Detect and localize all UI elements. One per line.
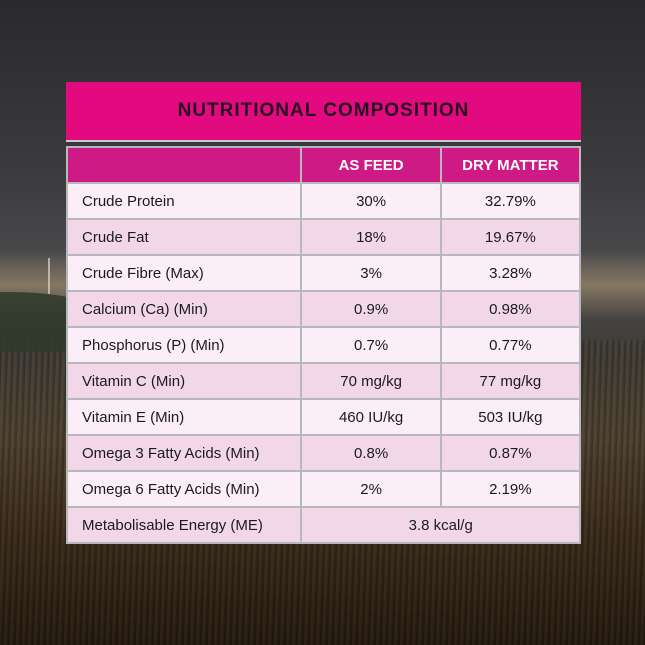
dry-matter-value: 2.19% <box>439 470 582 508</box>
energy-label: Metabolisable Energy (ME) <box>65 506 303 544</box>
nutrition-table: AS FEED DRY MATTER Crude Protein 30% 32.… <box>65 146 582 544</box>
nutrient-label: Omega 3 Fatty Acids (Min) <box>65 434 303 472</box>
nutrient-label: Vitamin E (Min) <box>65 398 303 436</box>
header-as-feed: AS FEED <box>300 146 442 184</box>
as-feed-value: 0.9% <box>300 290 442 328</box>
energy-value: 3.8 kcal/g <box>300 506 581 544</box>
nutrient-label: Vitamin C (Min) <box>65 362 303 400</box>
nutrient-label: Calcium (Ca) (Min) <box>65 290 303 328</box>
dry-matter-value: 32.79% <box>439 182 582 220</box>
table-row: Calcium (Ca) (Min) 0.9% 0.98% <box>65 290 582 328</box>
dry-matter-value: 0.87% <box>439 434 582 472</box>
energy-row: Metabolisable Energy (ME) 3.8 kcal/g <box>65 506 581 544</box>
table-row: Crude Protein 30% 32.79% <box>65 182 582 220</box>
table-row: Vitamin C (Min) 70 mg/kg 77 mg/kg <box>65 362 582 400</box>
wind-turbine <box>48 258 50 294</box>
as-feed-value: 3% <box>300 254 442 292</box>
dry-matter-value: 0.98% <box>439 290 582 328</box>
header-nutrient <box>65 146 303 184</box>
dry-matter-value: 19.67% <box>439 218 582 256</box>
title-bar: NUTRITIONAL COMPOSITION <box>66 82 581 142</box>
nutrient-label: Crude Protein <box>65 182 303 220</box>
table-row: Phosphorus (P) (Min) 0.7% 0.77% <box>65 326 582 364</box>
as-feed-value: 70 mg/kg <box>300 362 442 400</box>
as-feed-value: 0.8% <box>300 434 442 472</box>
nutrient-label: Phosphorus (P) (Min) <box>65 326 303 364</box>
as-feed-value: 30% <box>300 182 442 220</box>
table-row: Omega 3 Fatty Acids (Min) 0.8% 0.87% <box>65 434 582 472</box>
as-feed-value: 0.7% <box>300 326 442 364</box>
table-row: Crude Fat 18% 19.67% <box>65 218 582 256</box>
nutrient-label: Omega 6 Fatty Acids (Min) <box>65 470 303 508</box>
nutrition-panel: NUTRITIONAL COMPOSITION AS FEED DRY MATT… <box>65 82 582 544</box>
dry-matter-value: 3.28% <box>439 254 582 292</box>
table-header-row: AS FEED DRY MATTER <box>65 146 582 184</box>
dry-matter-value: 0.77% <box>439 326 582 364</box>
dry-matter-value: 77 mg/kg <box>439 362 582 400</box>
table-row: Omega 6 Fatty Acids (Min) 2% 2.19% <box>65 470 582 508</box>
header-dry-matter: DRY MATTER <box>439 146 582 184</box>
as-feed-value: 18% <box>300 218 442 256</box>
nutrient-label: Crude Fat <box>65 218 303 256</box>
table-row: Crude Fibre (Max) 3% 3.28% <box>65 254 582 292</box>
nutrient-label: Crude Fibre (Max) <box>65 254 303 292</box>
dry-matter-value: 503 IU/kg <box>439 398 582 436</box>
as-feed-value: 2% <box>300 470 442 508</box>
panel-title: NUTRITIONAL COMPOSITION <box>177 100 470 121</box>
table-row: Vitamin E (Min) 460 IU/kg 503 IU/kg <box>65 398 582 436</box>
as-feed-value: 460 IU/kg <box>300 398 442 436</box>
